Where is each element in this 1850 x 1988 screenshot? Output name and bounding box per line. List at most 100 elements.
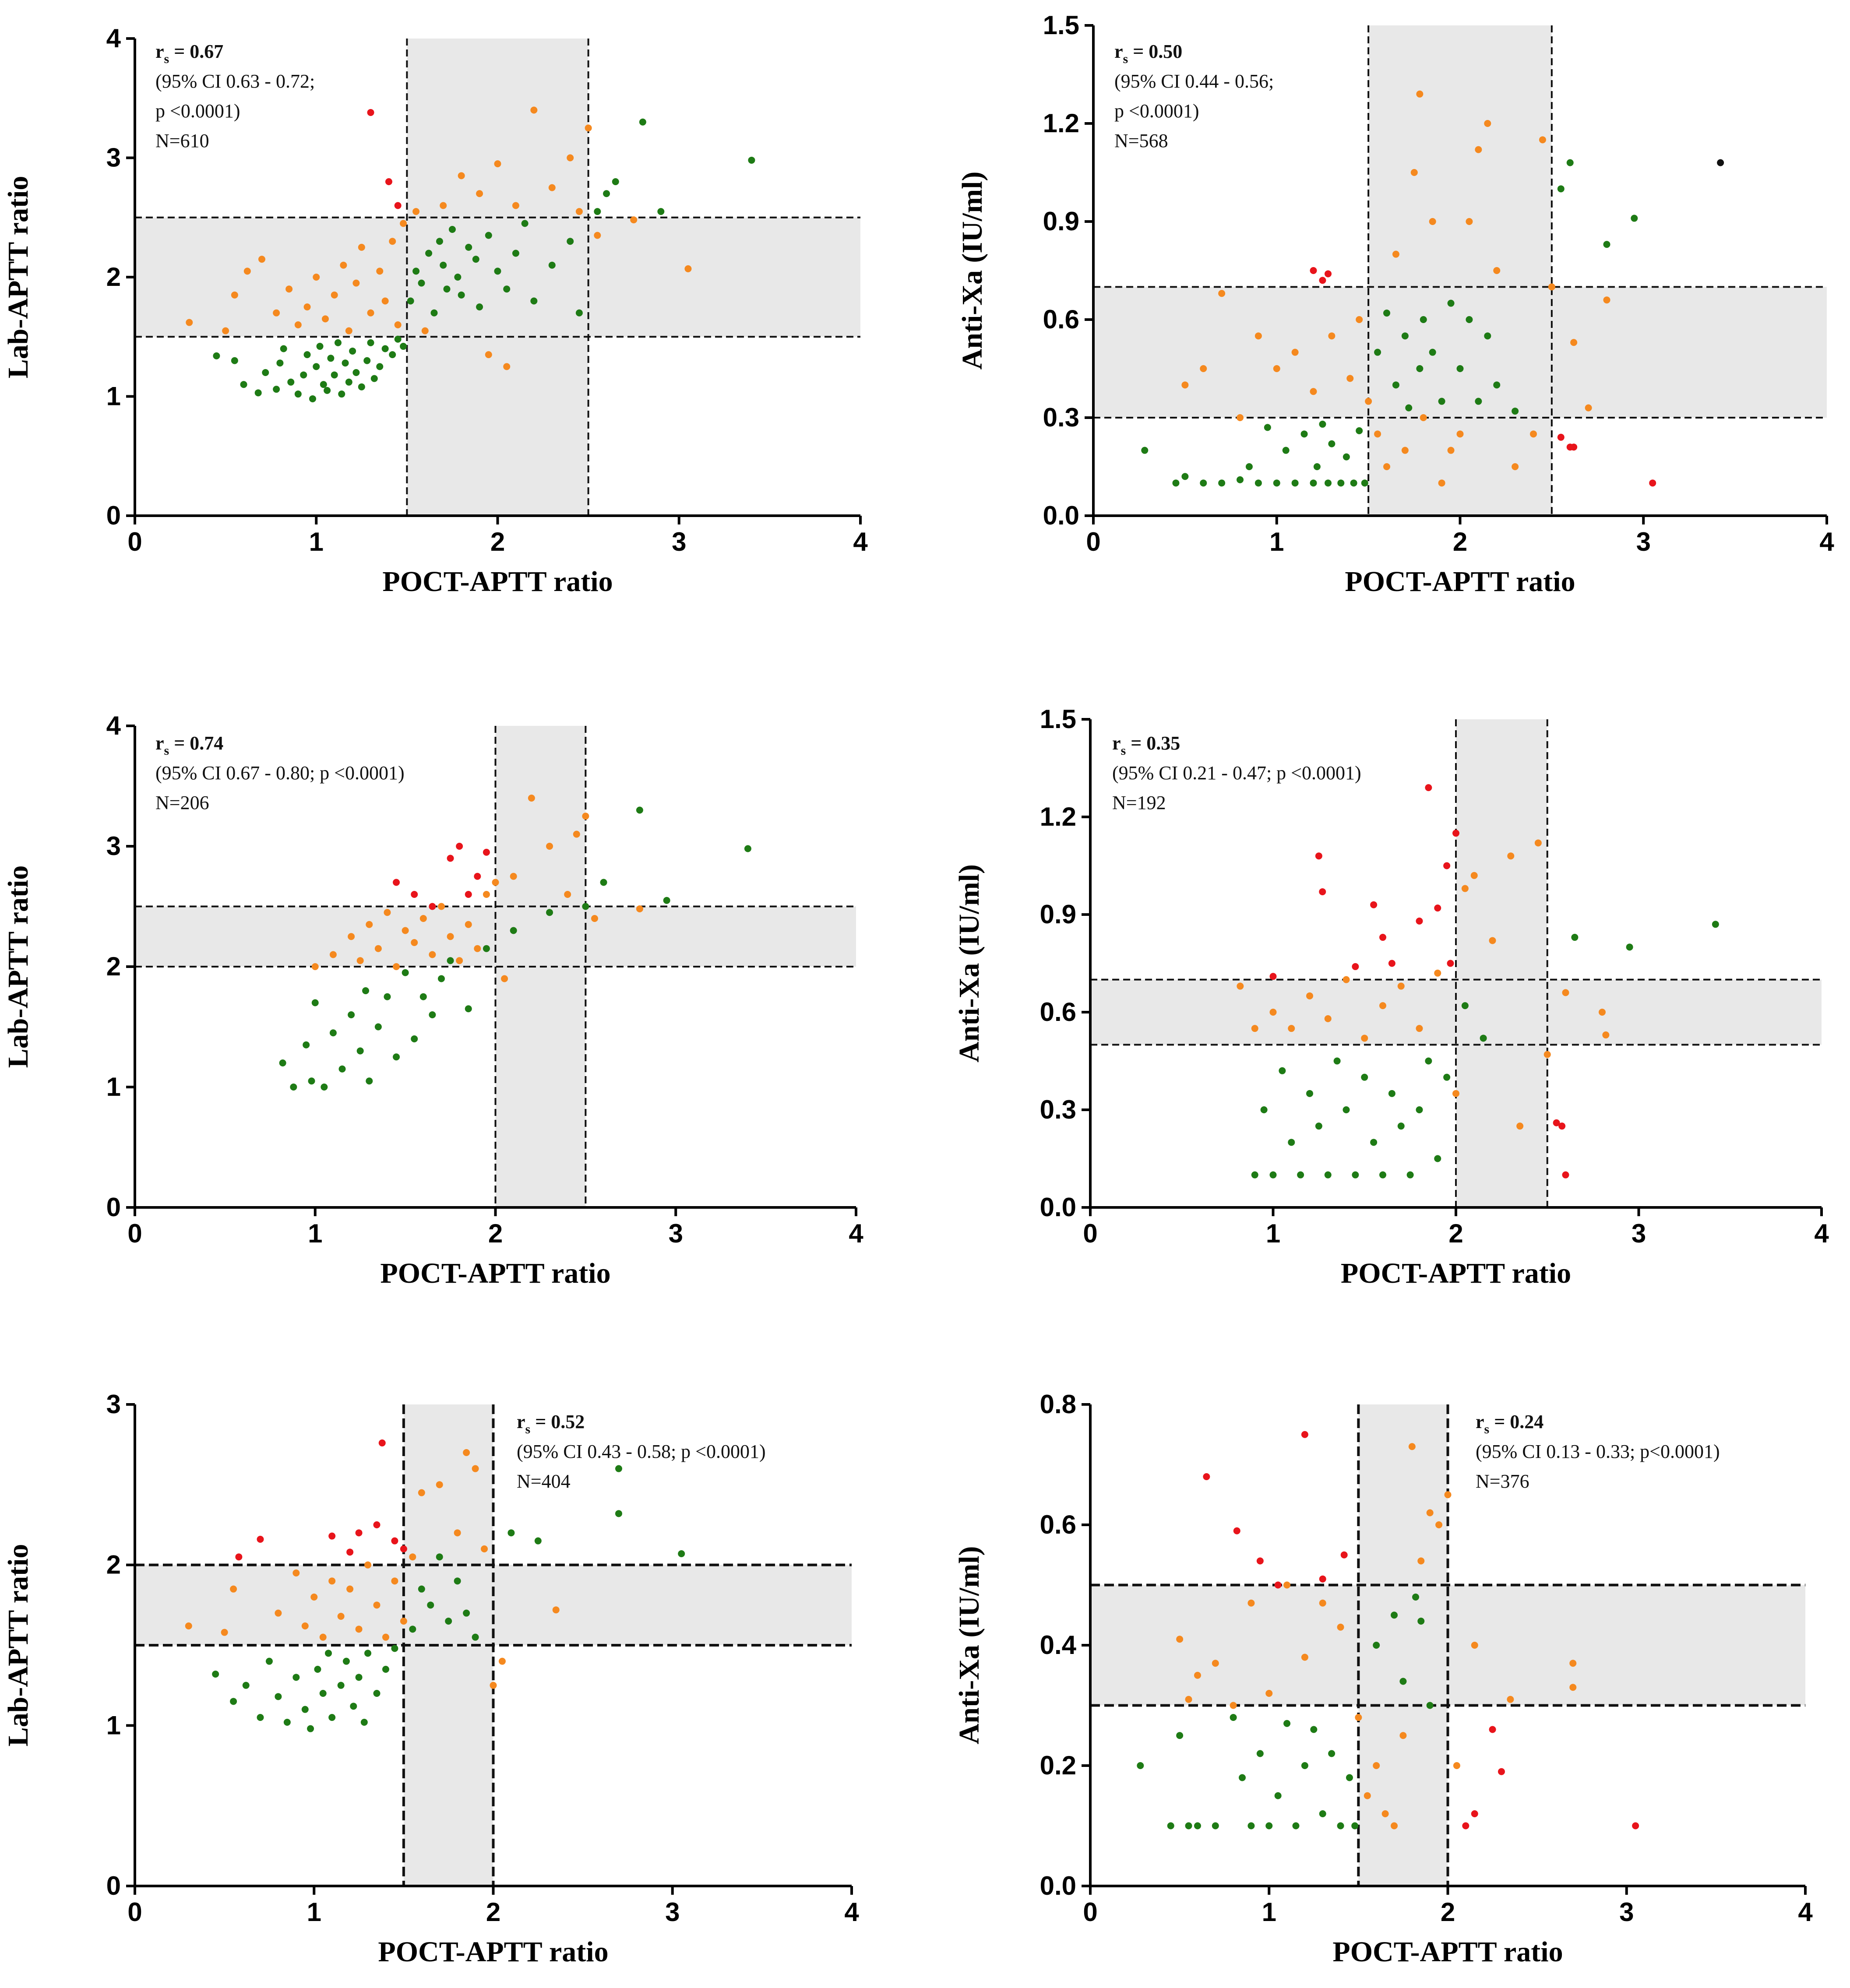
data-point-orange [512, 202, 519, 209]
data-point-orange [376, 267, 384, 275]
data-point-green [342, 359, 349, 367]
y-tick-label: 1.2 [1040, 802, 1076, 831]
data-point-orange [1416, 90, 1424, 98]
data-point-green [548, 261, 556, 269]
data-point-green [328, 1714, 336, 1721]
data-point-green [1333, 1057, 1341, 1065]
data-point-orange [1569, 1684, 1577, 1691]
data-point-orange [465, 921, 472, 928]
data-point-green [1346, 1774, 1353, 1781]
data-point-green [1429, 348, 1436, 356]
data-point-orange [1383, 463, 1390, 470]
data-point-green [411, 1035, 418, 1042]
panel-top-left: 0 1 2 3 4 0 1 2 3 4 POCT-APTT ratio Lab-APTT ratio r… [2, 24, 868, 598]
data-point-green [1631, 215, 1638, 222]
data-point-green [507, 1529, 515, 1537]
data-point-orange [303, 303, 311, 311]
y-axis-title: Anti-Xa (IU/ml) [953, 864, 985, 1063]
x-tick-label: 0 [127, 1219, 142, 1248]
panel-bottom-right: 0 1 2 3 4 0.0 0.2 0.4 0.6 0.8 POCT-APTT ratio Anti-… [953, 1390, 1813, 1968]
panel-bottom-left: 0 1 2 3 4 0 1 2 3 POCT-APTT ratio Lab-APTT ratio rs… [2, 1390, 859, 1968]
data-point-orange [275, 1609, 282, 1617]
data-point-orange [1599, 1009, 1606, 1016]
data-point-orange [1585, 404, 1592, 412]
data-point-orange [381, 297, 389, 305]
data-point-orange [1200, 365, 1207, 372]
data-point-red [367, 109, 374, 116]
data-point-green [1310, 1726, 1318, 1733]
data-point-orange [1310, 388, 1317, 395]
data-point-green [1313, 463, 1321, 470]
data-point-orange [437, 903, 445, 910]
data-point-orange [1475, 146, 1482, 153]
data-point-orange [1265, 1690, 1273, 1697]
series-orange [186, 106, 692, 370]
data-point-green [1324, 1171, 1332, 1179]
x-tick-label: 1 [1262, 1897, 1276, 1927]
data-point-green [575, 309, 583, 317]
data-point-green [454, 274, 462, 281]
data-point-orange [1466, 218, 1473, 225]
data-point-green [1383, 310, 1390, 317]
data-point-orange [1324, 1015, 1332, 1022]
data-point-green [1388, 1090, 1395, 1097]
data-point-red [447, 855, 454, 862]
data-point-green [358, 383, 365, 391]
data-point-green [603, 190, 610, 197]
data-point-green [348, 1011, 355, 1018]
data-point-green [1264, 424, 1271, 431]
data-point-orange [458, 172, 465, 179]
data-point-red [235, 1553, 243, 1561]
data-point-red [1425, 784, 1432, 792]
data-point-orange [1562, 989, 1569, 996]
data-point-orange [490, 1682, 497, 1689]
data-point-green [418, 279, 425, 287]
data-point-orange [582, 813, 589, 820]
data-point-orange [564, 891, 571, 898]
data-point-green [320, 381, 327, 388]
data-point-orange [1434, 969, 1441, 977]
data-point-green [283, 1719, 291, 1726]
data-point-orange [1374, 430, 1381, 438]
x-tick-label: 2 [490, 527, 505, 556]
data-point-orange [364, 1561, 372, 1569]
data-point-green [1417, 1618, 1425, 1625]
data-point-green [1251, 1171, 1258, 1179]
data-point-green [503, 285, 511, 293]
data-point-orange [186, 319, 193, 326]
data-point-orange [337, 1613, 345, 1620]
data-point-green [1712, 921, 1719, 928]
data-point-green [425, 250, 433, 257]
data-point-orange [373, 1601, 381, 1609]
x-tick-label: 4 [844, 1897, 859, 1927]
data-point-orange [492, 879, 499, 886]
data-point-green [1466, 316, 1473, 323]
data-point-orange [1453, 1762, 1460, 1769]
y-tick-label: 0.4 [1040, 1630, 1077, 1660]
data-point-green [308, 1077, 315, 1085]
y-tick-label: 1.2 [1043, 109, 1079, 138]
y-tick-label: 0.6 [1043, 305, 1079, 334]
confidence-interval: (95% CI 0.67 - 0.80; p <0.0001) [155, 762, 405, 784]
reference-band-vertical [1368, 25, 1552, 516]
data-point-green [639, 118, 646, 126]
data-point-green [350, 1703, 357, 1710]
data-point-green [345, 378, 352, 386]
data-point-green [382, 1666, 389, 1673]
data-point-orange [1408, 1443, 1416, 1450]
series-black [1717, 159, 1724, 166]
data-point-green [512, 250, 519, 257]
data-point-green [409, 1626, 416, 1633]
data-point-orange [1470, 872, 1478, 879]
data-point-orange [1507, 1696, 1514, 1703]
series-green [279, 806, 751, 1091]
y-tick-label: 2 [106, 952, 121, 981]
data-point-green [657, 208, 665, 215]
x-tick-label: 2 [486, 1897, 500, 1927]
data-point-green [321, 1084, 328, 1091]
y-tick-label: 1 [106, 382, 121, 411]
data-point-orange [1530, 430, 1537, 438]
data-point-green [1306, 1090, 1313, 1097]
data-point-red [1319, 1575, 1326, 1583]
y-tick-label: 0 [106, 1871, 121, 1900]
